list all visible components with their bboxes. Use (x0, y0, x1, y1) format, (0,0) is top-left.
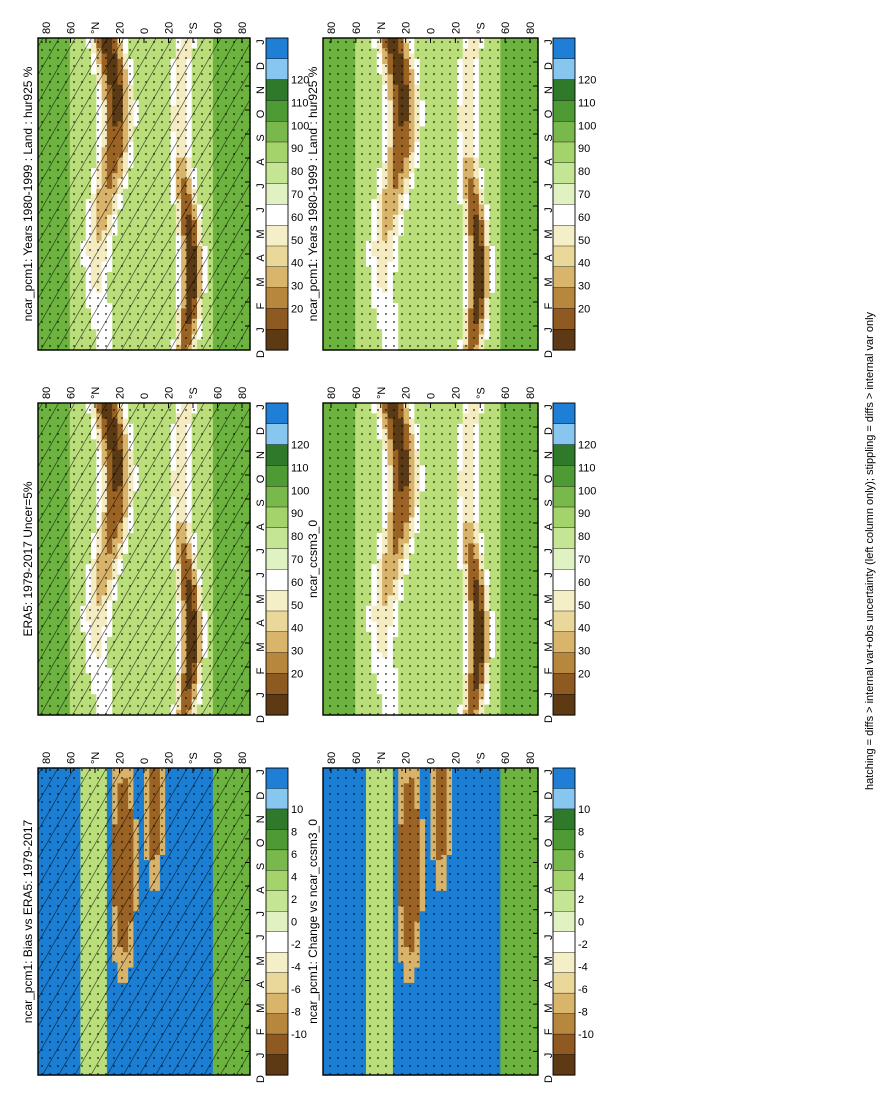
month-label: D (255, 62, 267, 70)
month-label: A (255, 254, 267, 262)
lat-tick-label: 20 (450, 22, 462, 34)
month-label: M (255, 277, 267, 286)
lat-tick-label: 20 (115, 22, 127, 34)
month-label: J (255, 39, 267, 45)
lat-tick-label: 60 (351, 22, 363, 34)
lat-tick-label: 60 (500, 22, 512, 34)
panel-title: ncar_pcm1: Years 1980-1999 : Land : hur9… (21, 66, 35, 321)
stippling-overlay (323, 38, 538, 350)
hatching-overlay (38, 38, 250, 350)
lat-tick-label: °S (475, 22, 487, 34)
month-label: O (255, 109, 267, 118)
month-label: M (255, 229, 267, 238)
lat-tick-label: 20 (401, 22, 413, 34)
lat-tick-label: 80 (41, 22, 53, 34)
lat-tick-label: 80 (237, 22, 249, 34)
lat-tick-label: °N (376, 22, 388, 34)
lat-tick-label: °N (90, 22, 102, 34)
lat-tick-label: °S (188, 22, 200, 34)
lat-tick-label: 60 (66, 22, 78, 34)
lat-tick-label: 80 (326, 22, 338, 34)
month-label: J (255, 207, 267, 213)
panel: ncar_pcm1: Years 1980-1999 : Land : hur9… (21, 22, 267, 358)
panel: ncar_pcm1: Years 1980-1999 : Land : hur9… (306, 22, 555, 358)
lat-tick-label: 20 (164, 22, 176, 34)
lat-tick-label: 0 (426, 28, 438, 34)
month-label: S (255, 134, 267, 141)
month-label: J (255, 327, 267, 333)
lat-tick-label: 0 (139, 28, 151, 34)
lat-tick-label: 80 (525, 22, 537, 34)
month-label: A (255, 158, 267, 166)
month-label: D (543, 350, 555, 358)
month-label: J (255, 183, 267, 189)
month-label: F (255, 302, 267, 309)
month-label: D (255, 350, 267, 358)
month-label: N (255, 86, 267, 94)
lat-tick-label: 60 (213, 22, 225, 34)
